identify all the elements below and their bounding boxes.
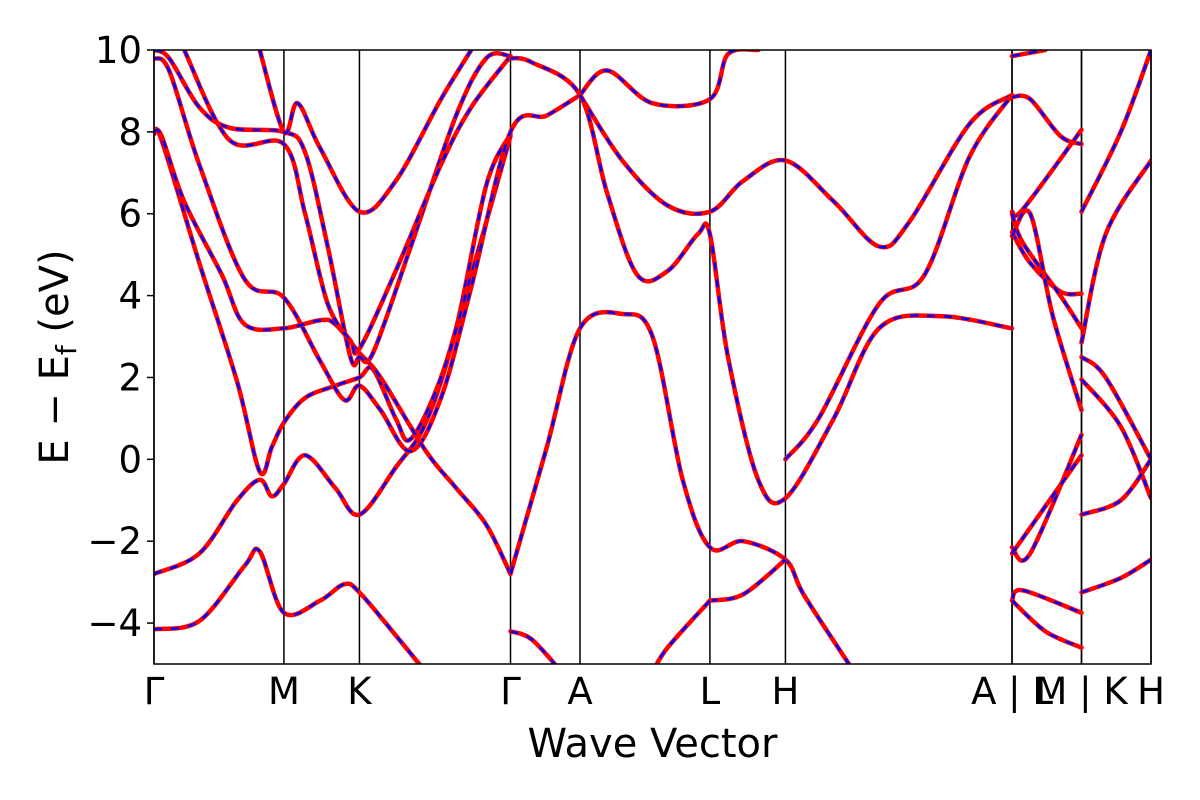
band-line-25 — [1009, 598, 1084, 650]
band-line-13 — [707, 557, 788, 603]
band-line-dashed-24 — [1010, 588, 1082, 614]
x-tick-label: H — [772, 670, 800, 713]
band-line-30 — [1079, 457, 1151, 517]
x-tick-label: Γ — [500, 670, 521, 713]
high-symmetry-lines — [153, 50, 1152, 664]
band-line-20 — [1009, 211, 1084, 331]
y-axis-label: E − Ef (eV) — [32, 249, 83, 464]
band-line-14 — [654, 598, 713, 664]
y-tick-label: −4 — [87, 602, 142, 645]
x-tick-label: A — [567, 670, 592, 713]
band-line-3 — [154, 55, 583, 454]
band-line-2 — [154, 126, 513, 477]
band-line-dashed-28 — [1080, 355, 1151, 460]
band-line-dashed-8 — [510, 56, 1013, 505]
band-line-dashed-29 — [1080, 378, 1151, 499]
band-line-dashed-1 — [154, 133, 512, 576]
band-line-15 — [783, 92, 1015, 462]
band-line-26 — [1079, 50, 1151, 214]
x-tick-label: K — [347, 670, 373, 713]
band-line-dashed-11 — [579, 50, 759, 108]
y-tick-label: 0 — [118, 438, 142, 481]
y-axis-ticks: −4 −2 0 2 4 6 8 10 — [87, 29, 154, 645]
band-line-17 — [1009, 93, 1084, 147]
y-tick-label: 4 — [118, 275, 142, 318]
band-series — [154, 50, 1151, 664]
band-line-dashed-12 — [578, 93, 1013, 249]
y-tick-label: 2 — [118, 356, 142, 399]
x-tick-label: Γ — [144, 670, 165, 713]
band-line-18 — [1009, 127, 1084, 219]
band-line-dashed-26 — [1080, 50, 1151, 213]
x-axis-label: Wave Vector — [528, 721, 779, 767]
band-line-10 — [508, 629, 558, 664]
x-tick-label: A | L — [971, 670, 1053, 713]
x-tick-label: L — [700, 670, 721, 713]
band-line-7 — [257, 50, 474, 215]
y-axis-label-unit: (eV) — [32, 249, 78, 345]
plot-frame — [153, 49, 1152, 665]
band-line-dashed-5 — [154, 50, 511, 367]
band-line-dashed-27 — [1080, 159, 1151, 343]
x-tick-label: M | K — [1035, 670, 1129, 713]
band-line-1 — [154, 131, 513, 577]
band-line-31 — [1079, 557, 1151, 595]
y-axis-label-main: E − E — [32, 355, 78, 465]
band-line-dashed-4 — [154, 128, 512, 575]
band-line-23 — [1009, 452, 1084, 556]
band-line-9 — [508, 309, 852, 664]
y-tick-label: 10 — [95, 29, 142, 72]
band-line-dashed-15 — [784, 94, 1014, 461]
band-line-dashed-22 — [1011, 434, 1083, 562]
x-tick-label: H — [1137, 670, 1165, 713]
y-axis-label-subscript: f — [50, 344, 83, 355]
y-tick-label: −2 — [87, 520, 142, 563]
band-line-dashed-16 — [1011, 50, 1046, 58]
band-line-11 — [577, 50, 761, 109]
band-line-8 — [508, 55, 1015, 506]
band-line-6 — [181, 50, 513, 356]
band-line-dashed-0 — [154, 547, 421, 664]
x-tick-label: M — [268, 670, 300, 713]
band-line-dashed-17 — [1011, 94, 1082, 146]
band-line-dashed-3 — [154, 57, 581, 453]
y-tick-label: 6 — [118, 193, 142, 236]
band-line-0 — [154, 546, 423, 664]
band-line-dashed-2 — [154, 127, 512, 476]
y-tick-label: 8 — [118, 111, 142, 154]
band-line-dashed-31 — [1081, 558, 1151, 594]
band-line-dashed-13 — [709, 558, 787, 602]
band-line-dashed-10 — [510, 630, 557, 664]
band-line-dashed-9 — [509, 310, 850, 664]
band-line-dashed-7 — [258, 50, 473, 214]
band-line-dashed-21 — [1010, 209, 1083, 411]
band-line-28 — [1079, 354, 1151, 462]
